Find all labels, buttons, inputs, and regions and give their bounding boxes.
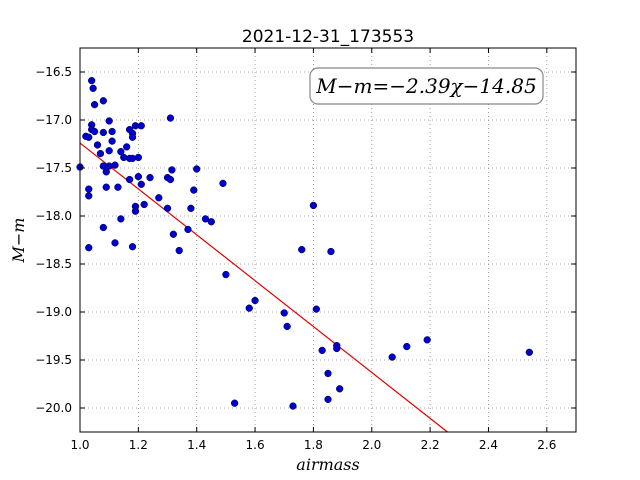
data-point xyxy=(184,225,192,234)
data-point xyxy=(99,97,107,105)
x-tick-label: 1.2 xyxy=(129,438,148,452)
data-point xyxy=(128,243,137,251)
y-tick-label: −19.0 xyxy=(35,305,72,319)
data-point xyxy=(93,141,102,149)
data-point xyxy=(85,192,93,200)
data-point xyxy=(168,166,176,174)
data-point xyxy=(163,204,172,212)
x-tick-label: 1.0 xyxy=(70,438,89,452)
y-tick-label: −18.0 xyxy=(35,209,72,223)
data-point xyxy=(90,100,99,109)
data-point xyxy=(312,305,320,313)
data-point xyxy=(128,133,137,141)
data-point xyxy=(111,239,119,247)
data-point xyxy=(336,385,344,393)
data-point xyxy=(169,230,178,238)
data-point xyxy=(298,245,306,254)
axis-ticks: 1.0 1.2 1.4 1.6 1.8 2.0 2.2 2.4 2.6 −16.5 −17.0 −17… xyxy=(35,48,576,452)
data-point xyxy=(85,185,93,193)
x-tick-label: 1.8 xyxy=(304,438,323,452)
data-point xyxy=(245,304,253,312)
data-point xyxy=(166,175,175,184)
data-point xyxy=(123,143,131,151)
x-tick-label: 2.0 xyxy=(362,438,381,452)
data-point xyxy=(280,309,288,317)
data-point xyxy=(125,175,134,184)
data-point xyxy=(137,122,145,130)
plot-frame xyxy=(79,47,577,433)
x-tick-label: 1.4 xyxy=(187,438,206,452)
y-axis-label: M−m xyxy=(9,218,28,264)
data-point xyxy=(111,161,119,169)
fit-equation: M−m=−2.39χ−14.85 xyxy=(315,74,536,98)
data-point xyxy=(327,247,335,256)
y-tick-label: −20.0 xyxy=(35,401,72,415)
x-tick-label: 2.2 xyxy=(421,438,440,452)
data-point xyxy=(108,137,116,145)
fit-line xyxy=(79,142,448,433)
data-point xyxy=(134,172,143,181)
data-point xyxy=(108,127,116,136)
data-point xyxy=(230,399,239,407)
data-point xyxy=(190,186,198,194)
fit-line-layer xyxy=(79,142,448,433)
fit-equation-frame xyxy=(309,67,544,105)
data-point xyxy=(423,336,431,344)
data-point xyxy=(155,194,163,202)
data-point xyxy=(99,223,107,232)
data-point xyxy=(175,246,183,255)
data-point xyxy=(85,244,93,252)
data-point xyxy=(207,218,215,226)
x-tick-label: 1.6 xyxy=(246,438,265,452)
data-points xyxy=(76,76,533,410)
y-tick-label: −19.5 xyxy=(35,353,72,367)
data-point xyxy=(324,369,332,378)
y-tick-label: −17.5 xyxy=(35,161,72,175)
data-point xyxy=(90,127,99,136)
data-point xyxy=(403,342,411,351)
data-point xyxy=(99,128,107,137)
x-tick-label: 2.6 xyxy=(537,438,556,452)
data-point xyxy=(114,183,122,191)
data-point xyxy=(333,344,341,353)
data-point xyxy=(117,148,125,156)
data-point xyxy=(85,133,93,141)
data-point xyxy=(251,296,259,305)
data-point xyxy=(137,180,145,188)
data-point xyxy=(193,165,201,173)
data-point xyxy=(117,215,125,223)
x-tick-label: 2.4 xyxy=(479,438,498,452)
data-point xyxy=(102,183,110,191)
x-axis-label: airmass xyxy=(296,455,359,474)
data-point xyxy=(166,114,175,122)
data-point xyxy=(222,270,230,279)
data-point xyxy=(134,153,143,162)
data-point xyxy=(146,173,154,182)
data-point xyxy=(289,402,297,410)
data-point xyxy=(96,149,105,158)
data-point xyxy=(88,76,96,85)
y-tick-label: −17.0 xyxy=(35,113,72,127)
data-point xyxy=(140,200,148,209)
data-point xyxy=(219,179,227,188)
data-point xyxy=(309,201,318,210)
data-point xyxy=(131,207,140,215)
y-tick-label: −16.5 xyxy=(35,65,72,79)
data-point xyxy=(324,395,332,404)
data-point xyxy=(105,147,113,155)
data-point xyxy=(388,353,396,361)
y-tick-label: −18.5 xyxy=(35,257,72,271)
data-point xyxy=(187,204,195,212)
data-point xyxy=(283,322,291,331)
data-point xyxy=(318,346,326,355)
chart-title: 2021-12-31_173553 xyxy=(242,27,414,47)
data-point xyxy=(89,84,97,92)
data-point xyxy=(525,348,533,356)
data-point xyxy=(105,117,113,125)
data-point xyxy=(201,215,210,223)
data-point xyxy=(102,168,110,176)
fit-equation-box: M−m=−2.39χ−14.85 xyxy=(309,67,544,105)
